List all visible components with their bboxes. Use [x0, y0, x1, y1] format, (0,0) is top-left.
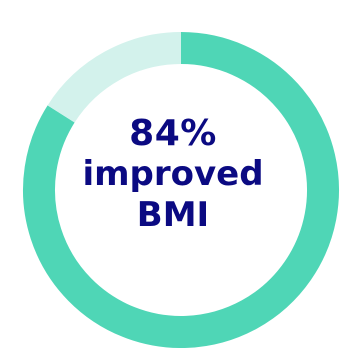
donut-slice-remaining — [47, 32, 182, 123]
donut-slice-improved — [23, 32, 339, 348]
donut-center-label: 84% improved BMI — [73, 98, 273, 250]
bmi-label: BMI — [136, 194, 210, 235]
improved-label: improved — [82, 153, 264, 194]
percentage-value: 84% — [129, 112, 217, 154]
